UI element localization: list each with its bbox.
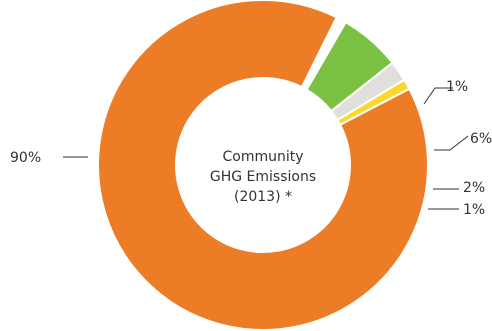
leader-line-1 xyxy=(434,135,469,151)
slice-label-3: 1% xyxy=(463,202,485,218)
donut-slices xyxy=(97,0,429,331)
slice-label-2: 2% xyxy=(463,180,485,196)
slice-label-4: 90% xyxy=(10,150,41,166)
center-label-line-2: GHG Emissions xyxy=(210,169,316,185)
leader-line-0 xyxy=(423,87,453,105)
center-label-line-3: (2013) * xyxy=(234,189,292,205)
leader-lines xyxy=(63,87,469,210)
donut-slice-4 xyxy=(97,0,429,331)
center-label-line-1: Community xyxy=(222,149,303,165)
slice-label-0: 1% xyxy=(446,79,468,95)
slice-labels: 1% 6% 2% 1% 90% xyxy=(10,79,492,218)
slice-label-1: 6% xyxy=(470,131,492,147)
